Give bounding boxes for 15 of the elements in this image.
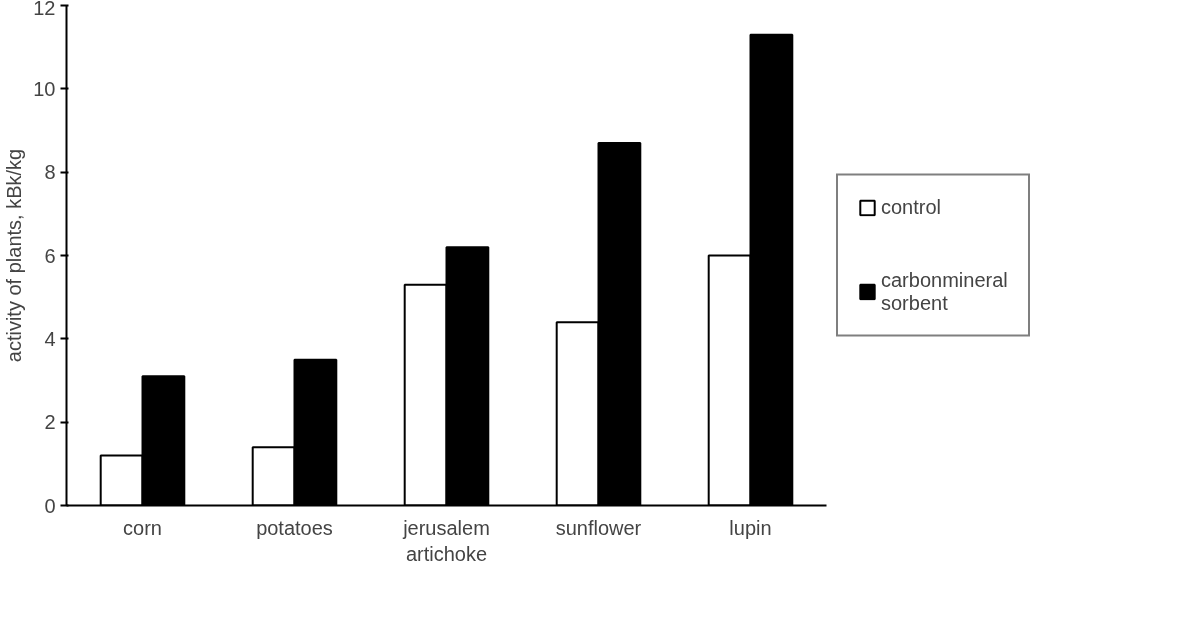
y-axis-title: activity of plants, kBk/kg [3, 148, 26, 363]
x-tick-label: sunflower [555, 516, 642, 539]
y-tick-label: 6 [44, 244, 56, 267]
y-tick-label: 4 [44, 327, 56, 350]
legend-label: carbonmineral sorbent [881, 268, 1008, 315]
y-tick-label: 8 [44, 161, 56, 184]
y-tick-label: 0 [44, 494, 56, 517]
x-tick-label: jerusalem artichoke [402, 516, 490, 565]
x-tick-label: lupin [729, 516, 772, 539]
y-tick-label: 10 [33, 77, 56, 100]
x-tick-label: corn [123, 516, 162, 539]
x-tick-label: potatoes [256, 516, 333, 539]
legend-label: control [881, 195, 942, 219]
y-tick-label: 12 [33, 0, 56, 19]
y-tick-label: 2 [44, 411, 56, 434]
